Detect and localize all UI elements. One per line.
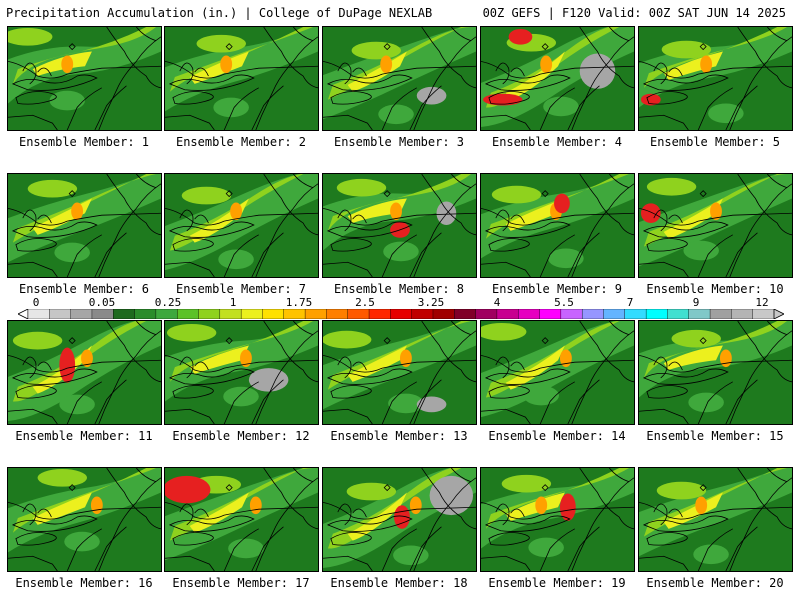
ensemble-member-map bbox=[322, 173, 477, 278]
colorbar-swatch bbox=[560, 309, 583, 319]
ensemble-member-label: Ensemble Member: 7 bbox=[175, 282, 307, 296]
ensemble-member-label: Ensemble Member: 3 bbox=[333, 135, 465, 149]
colorbar-swatch bbox=[347, 309, 370, 319]
ensemble-member-map bbox=[480, 26, 635, 131]
colorbar-swatch bbox=[155, 309, 178, 319]
colorbar-right-arrow bbox=[773, 309, 784, 319]
ensemble-member-label: Ensemble Member: 8 bbox=[333, 282, 465, 296]
colorbar-swatch bbox=[603, 309, 626, 319]
ensemble-member-map bbox=[638, 467, 793, 572]
ensemble-member-label: Ensemble Member: 15 bbox=[646, 429, 784, 443]
ensemble-member-map bbox=[322, 467, 477, 572]
ensemble-member-label: Ensemble Member: 19 bbox=[488, 576, 626, 590]
ensemble-member-label: Ensemble Member: 10 bbox=[646, 282, 784, 296]
colorbar-swatch bbox=[518, 309, 541, 319]
ensemble-member-label: Ensemble Member: 1 bbox=[18, 135, 150, 149]
colorbar-swatch bbox=[539, 309, 562, 319]
ensemble-member-map bbox=[480, 320, 635, 425]
colorbar-tick-label: 0 bbox=[32, 296, 40, 309]
ensemble-member-label: Ensemble Member: 11 bbox=[15, 429, 153, 443]
colorbar-swatch bbox=[326, 309, 349, 319]
colorbar-tick-label: 1 bbox=[229, 296, 237, 309]
ensemble-member-map bbox=[480, 467, 635, 572]
colorbar-swatch bbox=[70, 309, 93, 319]
colorbar-swatch bbox=[240, 309, 263, 319]
ensemble-member-map bbox=[7, 467, 162, 572]
colorbar-tick-label: 3.25 bbox=[417, 296, 445, 309]
colorbar-swatch bbox=[113, 309, 136, 319]
colorbar-tick-label: 9 bbox=[692, 296, 700, 309]
colorbar-swatch bbox=[27, 309, 50, 319]
colorbar-swatch bbox=[752, 309, 775, 319]
colorbar-swatch bbox=[475, 309, 498, 319]
ensemble-member-map bbox=[7, 26, 162, 131]
colorbar-swatch bbox=[411, 309, 434, 319]
colorbar-swatch bbox=[368, 309, 391, 319]
ensemble-member-label: Ensemble Member: 12 bbox=[172, 429, 310, 443]
colorbar-swatch bbox=[454, 309, 477, 319]
colorbar-swatch bbox=[198, 309, 221, 319]
colorbar-tick-label: 2.5 bbox=[355, 296, 375, 309]
ensemble-member-map bbox=[322, 26, 477, 131]
ensemble-member-label: Ensemble Member: 13 bbox=[330, 429, 468, 443]
colorbar-swatch bbox=[134, 309, 157, 319]
ensemble-member-map bbox=[7, 320, 162, 425]
precipitation-colorbar bbox=[18, 309, 784, 319]
ensemble-member-map bbox=[164, 320, 319, 425]
page-title: Precipitation Accumulation (in.) | Colle… bbox=[6, 6, 433, 20]
colorbar-swatch bbox=[219, 309, 242, 319]
colorbar-swatch bbox=[645, 309, 668, 319]
colorbar-swatch bbox=[262, 309, 285, 319]
colorbar-swatch bbox=[581, 309, 604, 319]
colorbar-tick-label: 0.05 bbox=[88, 296, 116, 309]
ensemble-member-map bbox=[638, 173, 793, 278]
colorbar-swatch bbox=[390, 309, 413, 319]
colorbar-swatch bbox=[688, 309, 711, 319]
ensemble-member-map bbox=[7, 173, 162, 278]
model-run-info: 00Z GEFS | F120 Valid: 00Z SAT JUN 14 20… bbox=[482, 6, 786, 20]
ensemble-member-map bbox=[322, 320, 477, 425]
colorbar-tick-label: 5.5 bbox=[554, 296, 574, 309]
ensemble-member-map bbox=[638, 26, 793, 131]
ensemble-member-map bbox=[480, 173, 635, 278]
ensemble-member-map bbox=[164, 173, 319, 278]
colorbar-tick-label: 12 bbox=[755, 296, 769, 309]
colorbar-tick-label: 1.75 bbox=[285, 296, 313, 309]
colorbar-swatch bbox=[304, 309, 327, 319]
colorbar-left-arrow bbox=[18, 309, 29, 319]
ensemble-member-map bbox=[164, 26, 319, 131]
ensemble-member-label: Ensemble Member: 14 bbox=[488, 429, 626, 443]
colorbar-swatch bbox=[49, 309, 72, 319]
ensemble-member-label: Ensemble Member: 6 bbox=[18, 282, 150, 296]
colorbar-swatch bbox=[709, 309, 732, 319]
colorbar-swatch bbox=[283, 309, 306, 319]
ensemble-member-label: Ensemble Member: 4 bbox=[491, 135, 623, 149]
ensemble-member-map bbox=[164, 467, 319, 572]
ensemble-member-label: Ensemble Member: 17 bbox=[172, 576, 310, 590]
colorbar-tick-label: 4 bbox=[493, 296, 501, 309]
ensemble-member-label: Ensemble Member: 9 bbox=[491, 282, 623, 296]
colorbar-tick-label: 0.25 bbox=[154, 296, 182, 309]
colorbar-swatch bbox=[496, 309, 519, 319]
colorbar-swatch bbox=[91, 309, 114, 319]
colorbar-swatch bbox=[667, 309, 690, 319]
ensemble-member-map bbox=[638, 320, 793, 425]
ensemble-member-label: Ensemble Member: 2 bbox=[175, 135, 307, 149]
colorbar-tick-label: 7 bbox=[626, 296, 634, 309]
colorbar-swatch bbox=[432, 309, 455, 319]
ensemble-member-label: Ensemble Member: 5 bbox=[649, 135, 781, 149]
colorbar-swatch bbox=[176, 309, 200, 319]
colorbar-swatch bbox=[731, 309, 754, 319]
ensemble-member-label: Ensemble Member: 18 bbox=[330, 576, 468, 590]
ensemble-member-label: Ensemble Member: 20 bbox=[646, 576, 784, 590]
ensemble-member-label: Ensemble Member: 16 bbox=[15, 576, 153, 590]
colorbar-swatch bbox=[624, 309, 647, 319]
